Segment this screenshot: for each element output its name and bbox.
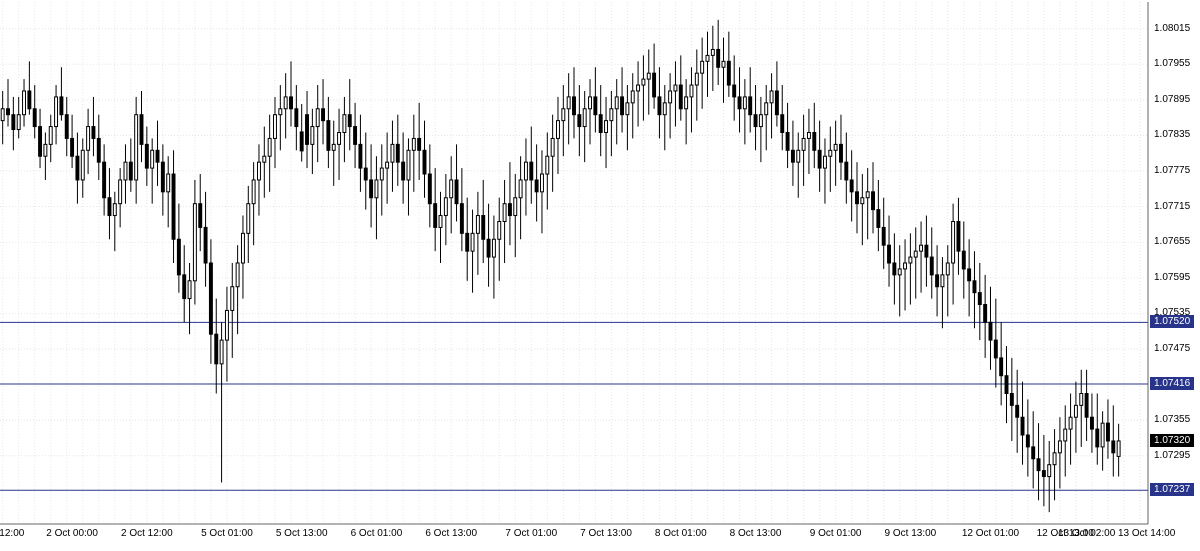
price-level-tag: 1.07237 [1150, 483, 1194, 496]
x-tick-label: 2 Oct 00:00 [46, 528, 98, 539]
x-tick-label: 9 Oct 13:00 [885, 528, 937, 539]
x-tick-label: 5 Oct 13:00 [276, 528, 328, 539]
x-tick-label: 13 Oct 02:00 [1058, 528, 1115, 539]
x-tick-label: 7 Oct 01:00 [505, 528, 557, 539]
x-tick-label: 8 Oct 01:00 [655, 528, 707, 539]
y-tick-label: 1.07955 [1154, 58, 1190, 69]
y-tick-label: 1.07895 [1154, 94, 1190, 105]
y-tick-label: 1.07835 [1154, 129, 1190, 140]
x-tick-label: 6 Oct 13:00 [425, 528, 477, 539]
y-tick-label: 1.07655 [1154, 236, 1190, 247]
price-level-tag: 1.07520 [1150, 315, 1194, 328]
current-price-tag: 1.07320 [1150, 434, 1194, 447]
y-tick-label: 1.07295 [1154, 450, 1190, 461]
y-tick-label: 1.07715 [1154, 201, 1190, 212]
x-tick-label: 8 Oct 13:00 [730, 528, 782, 539]
y-tick-label: 1.07595 [1154, 272, 1190, 283]
x-tick-label: Oct 12:00 [0, 528, 24, 539]
x-tick-label: 12 Oct 01:00 [962, 528, 1019, 539]
x-tick-label: 13 Oct 14:00 [1118, 528, 1175, 539]
y-tick-label: 1.08015 [1154, 23, 1190, 34]
x-tick-label: 7 Oct 13:00 [580, 528, 632, 539]
x-tick-label: 9 Oct 01:00 [810, 528, 862, 539]
chart-plot-area [0, 0, 1200, 551]
x-tick-label: 2 Oct 12:00 [121, 528, 173, 539]
y-tick-label: 1.07475 [1154, 343, 1190, 354]
y-tick-label: 1.07775 [1154, 165, 1190, 176]
x-tick-label: 5 Oct 01:00 [201, 528, 253, 539]
price-level-tag: 1.07416 [1150, 377, 1194, 390]
y-tick-label: 1.07355 [1154, 414, 1190, 425]
candlestick-chart[interactable]: 1.08015 1.07955 1.07895 1.07835 1.07775 1.077… [0, 0, 1200, 551]
x-tick-label: 6 Oct 01:00 [351, 528, 403, 539]
